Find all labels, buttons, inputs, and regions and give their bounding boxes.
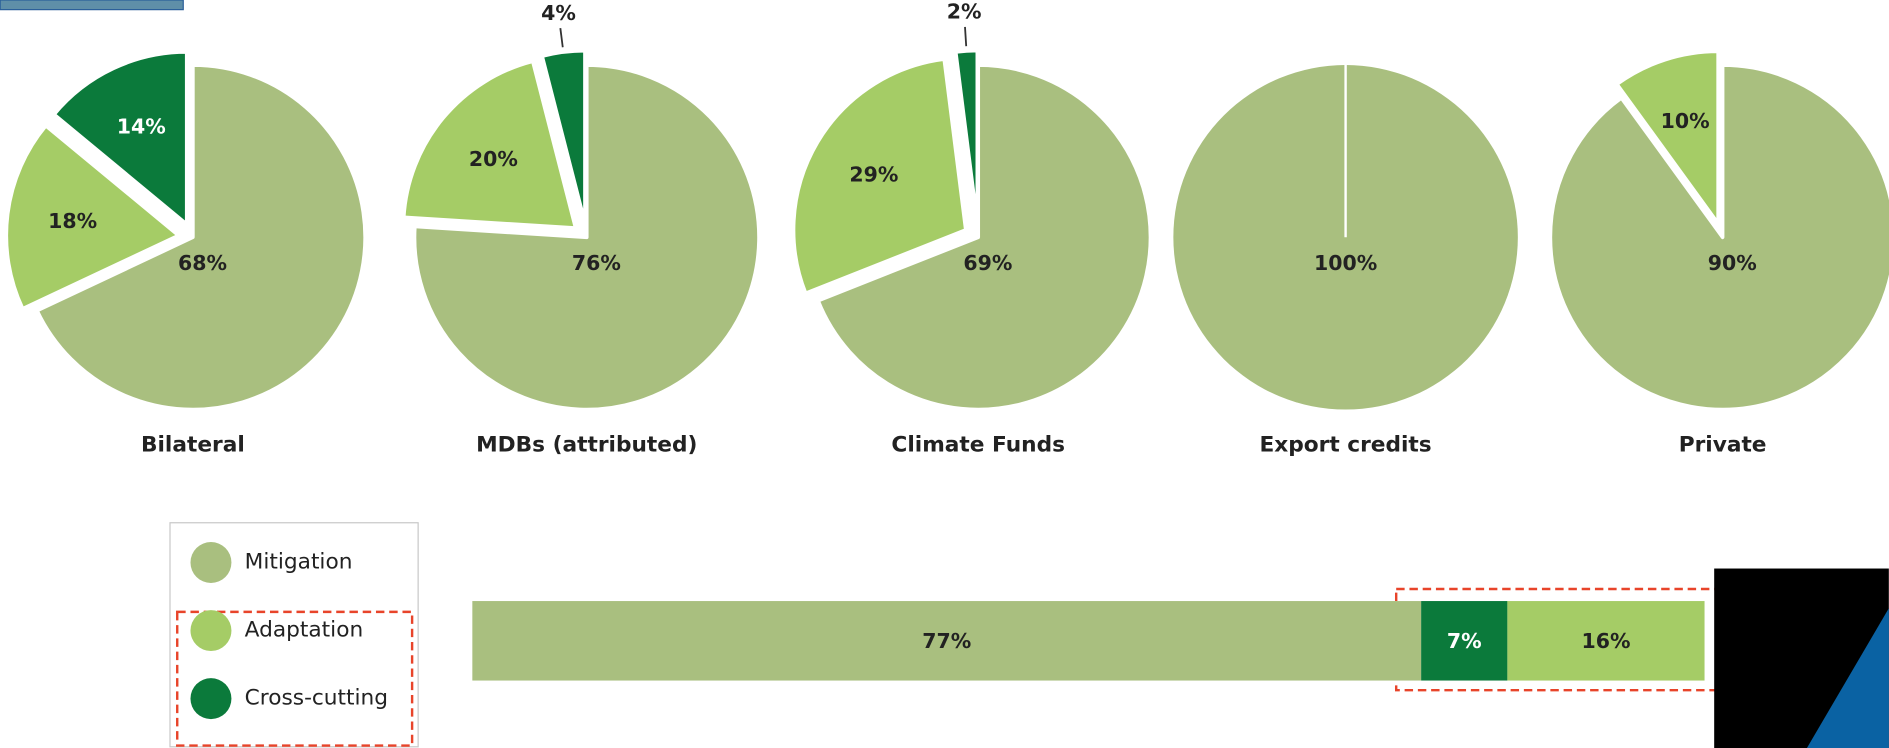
- pie-slice: [953, 48, 980, 225]
- pie-slice: [401, 59, 578, 230]
- pie-slice: [816, 63, 1153, 412]
- legend-label: Adaptation: [245, 618, 364, 643]
- value-label: 29%: [849, 163, 898, 187]
- value-label: 16%: [1581, 629, 1630, 653]
- leader-line: [964, 26, 968, 47]
- value-label: 77%: [922, 629, 971, 653]
- legend-swatch: [190, 610, 232, 652]
- value-label: 10%: [1661, 109, 1710, 133]
- value-label: 2%: [947, 0, 982, 23]
- pie-title: MDBs (attributed): [476, 433, 697, 458]
- pie-slice: [412, 63, 761, 412]
- pie-title: Export credits: [1259, 433, 1431, 458]
- value-label: 100%: [1314, 251, 1377, 275]
- pie-title: Bilateral: [141, 433, 245, 458]
- thumbnail-fragment: [0, 0, 184, 11]
- highlight-box: [176, 610, 414, 747]
- bar-segment: [1507, 601, 1705, 681]
- value-label: 69%: [963, 251, 1012, 275]
- value-label: 7%: [1447, 629, 1482, 653]
- value-label: 14%: [117, 115, 166, 139]
- legend-swatch: [190, 678, 232, 720]
- corner-decoration: [1806, 608, 1889, 748]
- bar-segment: [1421, 601, 1508, 681]
- pie-title: Private: [1679, 433, 1767, 458]
- pie-slice: [35, 63, 367, 412]
- value-label: 20%: [469, 147, 518, 171]
- value-label: 90%: [1708, 251, 1757, 275]
- pie-slice: [1615, 49, 1720, 226]
- value-label: 18%: [48, 209, 97, 233]
- legend-label: Cross-cutting: [245, 686, 388, 711]
- pie-slice: [52, 50, 189, 227]
- pie-slice: [4, 123, 181, 311]
- pie-title: Climate Funds: [891, 433, 1065, 458]
- value-label: 76%: [572, 251, 621, 275]
- value-label: 4%: [541, 1, 576, 25]
- legend-label: Mitigation: [245, 550, 353, 575]
- value-label: 68%: [178, 251, 227, 275]
- pie-slice: [540, 48, 587, 225]
- bar-segment: [472, 601, 1422, 681]
- legend-swatch: [190, 542, 232, 583]
- pie-slice: [791, 57, 968, 296]
- leader-line: [559, 28, 564, 48]
- pie-slice: [1548, 63, 1889, 412]
